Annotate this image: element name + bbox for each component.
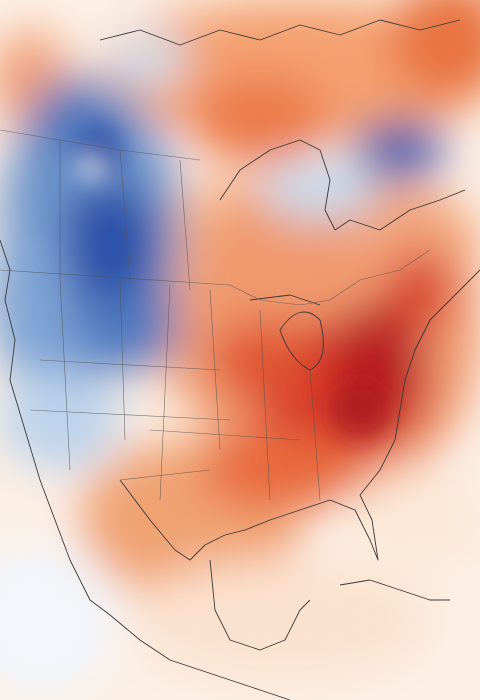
borders [0, 129, 431, 501]
coastlines [0, 19, 480, 700]
anomaly-detail [75, 120, 390, 440]
